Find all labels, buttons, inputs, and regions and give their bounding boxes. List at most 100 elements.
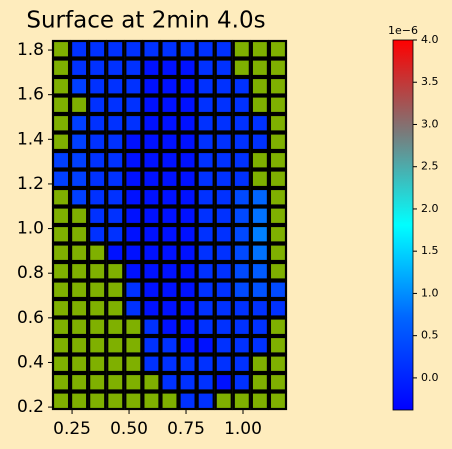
cell <box>51 95 71 115</box>
cell <box>124 335 143 355</box>
cell <box>106 354 125 374</box>
cell <box>160 335 179 355</box>
cell <box>106 76 125 96</box>
cell <box>196 261 215 281</box>
cell <box>214 132 233 152</box>
cell <box>142 150 161 170</box>
cell <box>196 169 215 189</box>
cell <box>232 150 251 170</box>
cell <box>214 206 233 226</box>
colorbar-tick-label: 0.0 <box>421 371 439 384</box>
cell <box>178 335 197 355</box>
cell <box>268 39 288 59</box>
cell <box>214 298 233 318</box>
cell <box>124 132 143 152</box>
cell <box>214 150 233 170</box>
cell <box>268 354 288 374</box>
cell <box>88 58 107 78</box>
cell <box>250 95 270 115</box>
cell <box>69 95 89 115</box>
cell <box>178 372 197 392</box>
y-tick-label: 0.6 <box>17 308 44 328</box>
cell <box>178 224 197 244</box>
cell <box>142 298 161 318</box>
cell <box>196 95 215 115</box>
cell <box>178 39 197 59</box>
cell <box>178 58 197 78</box>
cell <box>160 372 179 392</box>
cell <box>51 206 71 226</box>
cell <box>124 391 143 411</box>
cell <box>69 354 89 374</box>
y-tick-label: 1.4 <box>17 129 44 149</box>
cell <box>51 132 71 152</box>
cell <box>88 224 107 244</box>
cell <box>124 354 143 374</box>
cell <box>88 169 107 189</box>
cell <box>196 335 215 355</box>
cell <box>51 354 71 374</box>
colorbar-tick-label: 0.5 <box>421 329 439 342</box>
cell <box>160 39 179 59</box>
cell <box>142 187 161 207</box>
cell <box>250 206 270 226</box>
cell <box>268 169 288 189</box>
cell <box>69 113 89 133</box>
cell <box>124 372 143 392</box>
cell <box>178 169 197 189</box>
cell <box>106 243 125 263</box>
cell <box>268 261 288 281</box>
cell <box>69 39 89 59</box>
cell <box>88 261 107 281</box>
cell <box>106 261 125 281</box>
cell <box>106 150 125 170</box>
cell <box>106 298 125 318</box>
cell <box>268 58 288 78</box>
cell <box>250 113 270 133</box>
cell <box>160 243 179 263</box>
cell <box>196 354 215 374</box>
cell <box>69 298 89 318</box>
x-tick-label: 0.25 <box>53 419 91 439</box>
cell <box>51 113 71 133</box>
cell <box>160 169 179 189</box>
cell <box>142 261 161 281</box>
cell <box>106 280 125 300</box>
cell <box>51 243 71 263</box>
cell <box>69 280 89 300</box>
cell <box>232 317 251 337</box>
cell <box>196 391 215 411</box>
colorbar-tick-label: 2.0 <box>421 202 439 215</box>
cell <box>196 58 215 78</box>
cell <box>106 391 125 411</box>
cell <box>214 280 233 300</box>
cell <box>69 224 89 244</box>
cell <box>69 76 89 96</box>
cell <box>88 206 107 226</box>
colorbar-offset-label: 1e−6 <box>388 24 418 37</box>
cell <box>106 372 125 392</box>
colorbar-tick-label: 1.5 <box>421 244 439 257</box>
cell <box>106 95 125 115</box>
cell <box>88 372 107 392</box>
cell <box>160 58 179 78</box>
cell <box>268 243 288 263</box>
cell <box>124 58 143 78</box>
cell <box>160 150 179 170</box>
cell <box>88 39 107 59</box>
y-tick-label: 0.4 <box>17 352 44 372</box>
cell <box>142 280 161 300</box>
cell <box>232 243 251 263</box>
cell <box>142 169 161 189</box>
cell <box>214 58 233 78</box>
cell <box>250 39 270 59</box>
cell <box>142 132 161 152</box>
cell <box>88 280 107 300</box>
x-tick-label: 0.50 <box>110 419 148 439</box>
cell <box>232 224 251 244</box>
cell <box>268 206 288 226</box>
cell <box>124 317 143 337</box>
cell <box>51 76 71 96</box>
cell <box>160 298 179 318</box>
